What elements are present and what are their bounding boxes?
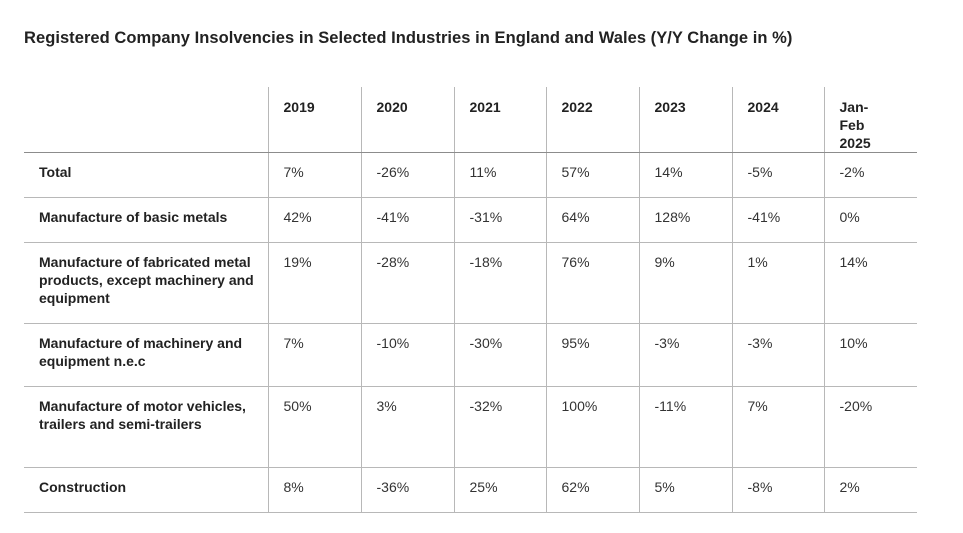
row-label: Manufacture of motor vehicles, trailers … <box>24 386 268 468</box>
table-cell: 7% <box>267 323 361 387</box>
table-cell: -11% <box>638 386 732 468</box>
column-header: 2023 <box>638 87 732 153</box>
table-row: Total 7% -26% 11% 57% 14% -5% -2% <box>24 152 917 198</box>
table-cell: 7% <box>731 386 824 468</box>
table-cell: -28% <box>360 242 454 324</box>
row-label: Manufacture of machinery and equipment n… <box>24 323 268 387</box>
table-cell: 8% <box>267 467 361 513</box>
table-cell: -18% <box>453 242 546 324</box>
table-row: Manufacture of motor vehicles, trailers … <box>24 386 917 468</box>
table-cell: -3% <box>731 323 824 387</box>
row-label: Manufacture of basic metals <box>24 197 268 243</box>
table-cell: 14% <box>638 152 732 198</box>
row-label: Manufacture of fabricated metal products… <box>24 242 268 324</box>
table-cell: 57% <box>545 152 639 198</box>
column-header: 2022 <box>545 87 639 153</box>
table-cell: -36% <box>360 467 454 513</box>
column-header: 2019 <box>267 87 361 153</box>
table-cell: 19% <box>267 242 361 324</box>
table-cell: 9% <box>638 242 732 324</box>
table-cell: -30% <box>453 323 546 387</box>
row-label: Total <box>24 152 268 198</box>
table-cell: 14% <box>823 242 917 324</box>
table-row: Construction 8% -36% 25% 62% 5% -8% 2% <box>24 467 917 513</box>
table-cell: -8% <box>731 467 824 513</box>
table-cell: -32% <box>453 386 546 468</box>
table-cell: 3% <box>360 386 454 468</box>
table-cell: 128% <box>638 197 732 243</box>
table-cell: -41% <box>360 197 454 243</box>
column-header: 2021 <box>453 87 546 153</box>
table-cell: 10% <box>823 323 917 387</box>
table-cell: -26% <box>360 152 454 198</box>
table-cell: 1% <box>731 242 824 324</box>
table-cell: 25% <box>453 467 546 513</box>
table-cell: -5% <box>731 152 824 198</box>
table-cell: 42% <box>267 197 361 243</box>
table-cell: 62% <box>545 467 639 513</box>
table-cell: -3% <box>638 323 732 387</box>
table-cell: 100% <box>545 386 639 468</box>
table-row: Manufacture of basic metals 42% -41% -31… <box>24 197 917 243</box>
table-cell: 11% <box>453 152 546 198</box>
table-cell: 76% <box>545 242 639 324</box>
table-cell: -41% <box>731 197 824 243</box>
table-cell: -2% <box>823 152 917 198</box>
table-cell: 50% <box>267 386 361 468</box>
table-cell: 5% <box>638 467 732 513</box>
table-header-row: 2019 2020 2021 2022 2023 2024 Jan-Feb 20… <box>24 87 917 153</box>
header-corner <box>24 87 268 153</box>
table-cell: 64% <box>545 197 639 243</box>
column-header: 2024 <box>731 87 824 153</box>
table-cell: 0% <box>823 197 917 243</box>
table-cell: -31% <box>453 197 546 243</box>
column-header: 2020 <box>360 87 454 153</box>
table-row: Manufacture of fabricated metal products… <box>24 242 917 324</box>
table-cell: 7% <box>267 152 361 198</box>
table-cell: 2% <box>823 467 917 513</box>
table-cell: -20% <box>823 386 917 468</box>
row-label: Construction <box>24 467 268 513</box>
table-row: Manufacture of machinery and equipment n… <box>24 323 917 387</box>
insolvency-table: 2019 2020 2021 2022 2023 2024 Jan-Feb 20… <box>24 87 917 513</box>
table-cell: 95% <box>545 323 639 387</box>
table-cell: -10% <box>360 323 454 387</box>
chart-title: Registered Company Insolvencies in Selec… <box>24 29 793 47</box>
column-header: Jan-Feb 2025 <box>823 87 917 153</box>
